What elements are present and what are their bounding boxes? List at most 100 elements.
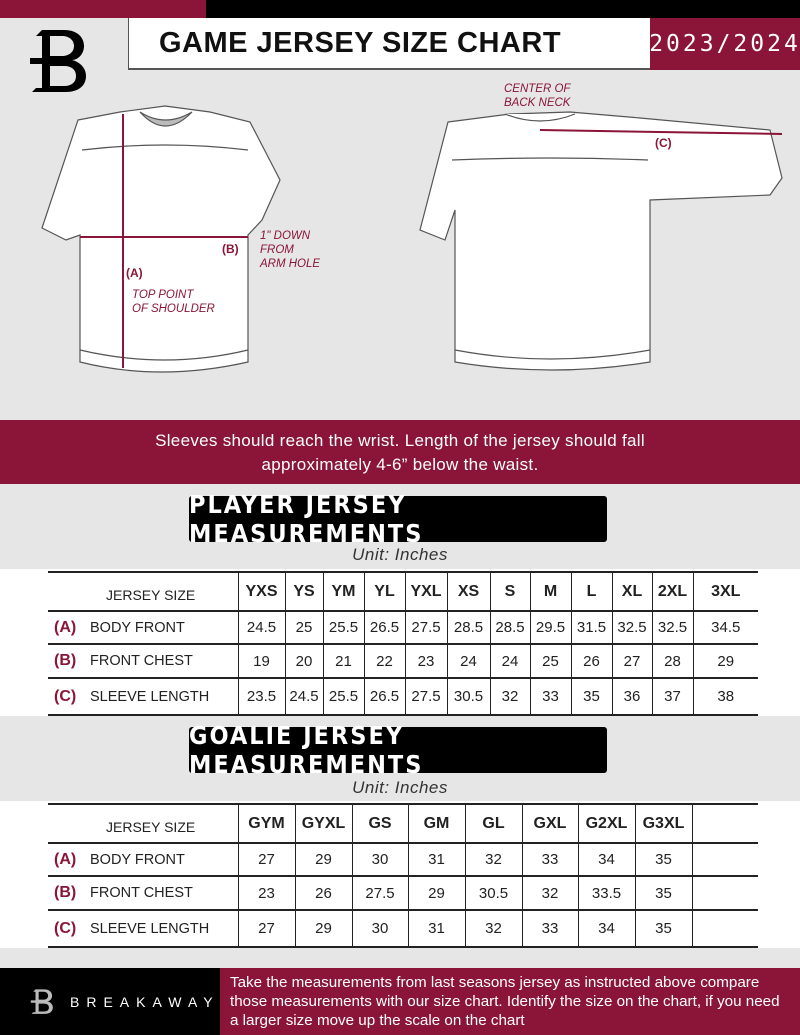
row-label: (B) FRONT CHEST	[48, 643, 238, 679]
table-cell: 32	[464, 909, 522, 948]
table-cell: 32	[521, 875, 578, 911]
table-cell: 26	[294, 875, 352, 911]
table-cell: 27.5	[404, 610, 447, 645]
fit-instructions-banner: Sleeves should reach the wrist. Length o…	[0, 420, 800, 484]
table-cell: 27	[611, 643, 652, 679]
size-column-label: JERSEY SIZE	[48, 571, 238, 612]
table-cell: 32.5	[651, 610, 693, 645]
row-name: FRONT CHEST	[90, 885, 193, 901]
size-column-label: JERSEY SIZE	[48, 803, 238, 844]
table-cell: 31.5	[570, 610, 612, 645]
table-cell: 26.5	[363, 677, 405, 716]
table-cell: 29	[294, 842, 352, 877]
table-cell: 31	[407, 842, 465, 877]
size-header: GM	[407, 803, 465, 844]
table-cell	[691, 875, 758, 911]
top-bar-accent	[0, 0, 206, 18]
table-cell: 30	[351, 842, 408, 877]
row-key: (A)	[54, 850, 77, 868]
shoulder-note: TOP POINT OF SHOULDER	[132, 289, 215, 315]
size-header: XS	[446, 571, 490, 612]
row-key: (A)	[54, 618, 77, 636]
page-title: GAME JERSEY SIZE CHART	[159, 26, 562, 59]
table-cell: 28.5	[446, 610, 490, 645]
row-label: (C) SLEEVE LENGTH	[48, 909, 238, 948]
size-header: XL	[611, 571, 652, 612]
table-cell: 27	[237, 842, 295, 877]
row-key: (B)	[54, 884, 77, 901]
size-header	[691, 803, 758, 844]
table-cell: 27.5	[404, 677, 447, 716]
row-label: (A) BODY FRONT	[48, 610, 238, 645]
jersey-diagram	[41, 105, 783, 373]
row-name: SLEEVE LENGTH	[90, 920, 210, 937]
table-cell: 29	[407, 875, 465, 911]
table-cell: 25.5	[322, 677, 364, 716]
table-cell: 31	[407, 909, 465, 948]
table-cell: 23.5	[237, 677, 285, 716]
table-cell: 30	[351, 909, 408, 948]
table-cell: 38	[692, 677, 758, 716]
season-label: 2023/2024	[649, 18, 800, 70]
table-cell: 35	[570, 677, 612, 716]
table-cell: 25	[529, 643, 571, 679]
table-row: (B) FRONT CHEST 23 26 27.5 29 30.5 32 33.5 35	[48, 875, 758, 911]
table-cell: 24	[489, 643, 530, 679]
size-header: YS	[284, 571, 323, 612]
size-header: GXL	[521, 803, 578, 844]
table-cell: 27	[237, 909, 295, 948]
table-row: (C) SLEEVE LENGTH 23.5 24.5 25.5 26.5 27.5 30.5…	[48, 677, 758, 716]
size-header: G3XL	[634, 803, 692, 844]
goalie-section-title: GOALIE JERSEY MEASUREMENTS	[189, 721, 607, 779]
table-cell: 26	[570, 643, 612, 679]
table-cell: 33	[521, 842, 578, 877]
table-cell: 30.5	[446, 677, 490, 716]
table-cell: 28.5	[489, 610, 530, 645]
row-name: BODY FRONT	[90, 851, 185, 868]
marker-c: (C)	[655, 136, 672, 150]
size-header: S	[489, 571, 530, 612]
armhole-note: 1" DOWN FROM ARM HOLE	[260, 230, 321, 270]
table-cell: 33	[529, 677, 571, 716]
center-back-neck-note: CENTER OF BACK NECK	[504, 83, 571, 109]
row-label: (A) BODY FRONT	[48, 842, 238, 877]
table-cell: 37	[651, 677, 693, 716]
table-row: (A) BODY FRONT 27 29 30 31 32 33 34 35	[48, 842, 758, 877]
size-header: YXS	[237, 571, 285, 612]
goalie-measurements-table: JERSEY SIZE GYM GYXL GS GM GL GXL G2XL G3XL (A) BO…	[48, 803, 758, 948]
table-cell: 34	[577, 909, 635, 948]
front-jersey-illustration	[41, 105, 281, 373]
table-cell: 35	[634, 875, 692, 911]
table-cell: 34	[577, 842, 635, 877]
header-row: JERSEY SIZE GYM GYXL GS GM GL GXL G2XL G3XL	[48, 803, 758, 844]
table-cell: 32	[489, 677, 530, 716]
size-header: 3XL	[692, 571, 758, 612]
table-cell: 19	[237, 643, 285, 679]
table-cell	[691, 909, 758, 948]
table-cell	[691, 842, 758, 877]
table-cell: 29.5	[529, 610, 571, 645]
back-jersey-illustration	[419, 111, 783, 371]
size-header: YM	[322, 571, 364, 612]
table-cell: 32	[464, 842, 522, 877]
footer-instructions: Take the measurements from last seasons …	[220, 968, 800, 1035]
row-key: (B)	[54, 652, 77, 669]
table-cell: 33	[521, 909, 578, 948]
table-cell: 30.5	[464, 875, 522, 911]
table-cell: 34.5	[692, 610, 758, 645]
size-header: G2XL	[577, 803, 635, 844]
table-cell: 23	[404, 643, 447, 679]
size-header: L	[570, 571, 612, 612]
header-row: JERSEY SIZE YXS YS YM YL YXL XS S M L XL 2XL 3XL	[48, 571, 758, 612]
row-label: (B) FRONT CHEST	[48, 875, 238, 911]
marker-b: (B)	[222, 242, 239, 256]
size-header: YL	[363, 571, 405, 612]
table-cell: 23	[237, 875, 295, 911]
footer-brand: BREAKAWAY	[0, 968, 220, 1035]
goalie-unit: Unit: Inches	[352, 778, 448, 797]
player-measurements-table: JERSEY SIZE YXS YS YM YL YXL XS S M L XL 2XL 3XL (A) B…	[48, 571, 758, 716]
row-label: (C) SLEEVE LENGTH	[48, 677, 238, 716]
table-row: (C) SLEEVE LENGTH 27 29 30 31 32 33 34 35	[48, 909, 758, 948]
size-header: YXL	[404, 571, 447, 612]
table-cell: 29	[692, 643, 758, 679]
